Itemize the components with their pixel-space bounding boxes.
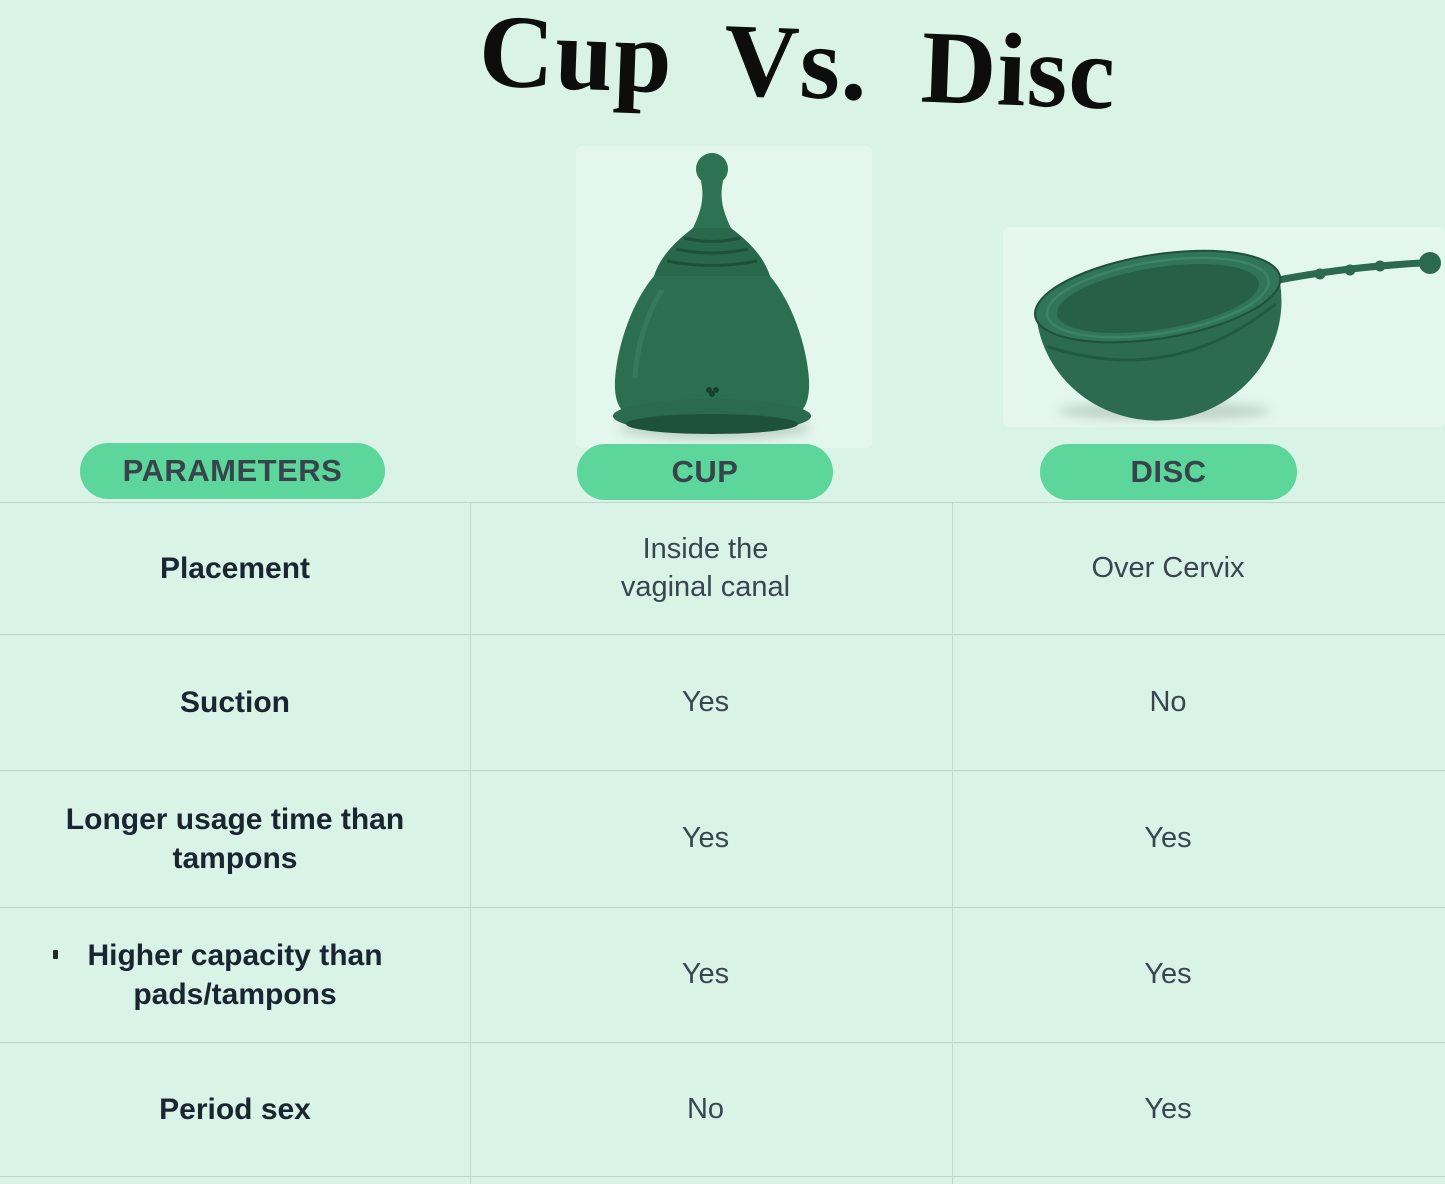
disc-value: Yes [1144,958,1192,991]
cup-cell-usage-time: Yes [470,771,952,908]
page-title: Cup Vs. Disc [477,0,1118,132]
cup-value: Inside the vaginal canal [620,532,791,603]
cup-cell-placement: Inside the vaginal canal [470,503,952,635]
param-cell-period-sex: Period sex [0,1043,470,1177]
disc-cell-usage-time: Yes [952,771,1445,908]
image-artifact [53,950,58,959]
disc-value: Yes [1144,822,1192,855]
column-header-cup: CUP [577,444,833,500]
menstrual-cup-image [576,146,872,448]
comparison-table: Placement Inside the vaginal canal Over … [0,502,1445,1184]
param-label: Suction [180,686,290,719]
cup-cell-suction: Yes [470,635,952,771]
disc-value: Yes [1144,1092,1192,1125]
menstrual-disc-image [1003,227,1445,427]
param-cell-usage-time: Longer usage time than tampons [0,771,470,908]
empty-cell [952,1177,1445,1184]
column-header-disc: DISC [1040,444,1297,500]
parameters-header-label: PARAMETERS [122,453,343,488]
menstrual-disc-icon [1034,249,1441,421]
param-label: Longer usage time than tampons [65,803,405,875]
menstrual-cup-icon [613,153,811,434]
cup-cell-period-sex: No [470,1043,952,1177]
disc-cell-period-sex: Yes [952,1043,1445,1177]
param-label: Period sex [159,1093,311,1126]
disc-value: Over Cervix [1091,551,1245,584]
cup-value: Yes [681,958,730,991]
cup-value: Yes [681,685,730,718]
cup-cell-capacity: Yes [470,908,952,1043]
column-header-parameters: PARAMETERS [80,443,385,499]
param-label: Placement [159,552,311,585]
disc-value: No [1149,685,1187,718]
param-cell-suction: Suction [0,635,470,771]
param-label: Higher capacity than pads/tampons [87,939,383,1011]
empty-cell [0,1177,470,1184]
param-cell-placement: Placement [0,503,470,635]
cup-value: No [686,1092,725,1125]
cup-value: Yes [681,822,730,855]
empty-cell [470,1177,952,1184]
param-cell-capacity: Higher capacity than pads/tampons [0,908,470,1043]
disc-cell-capacity: Yes [952,908,1445,1043]
cup-header-label: CUP [671,454,739,489]
disc-cell-suction: No [952,635,1445,771]
disc-header-label: DISC [1130,454,1207,489]
disc-cell-placement: Over Cervix [952,503,1445,635]
